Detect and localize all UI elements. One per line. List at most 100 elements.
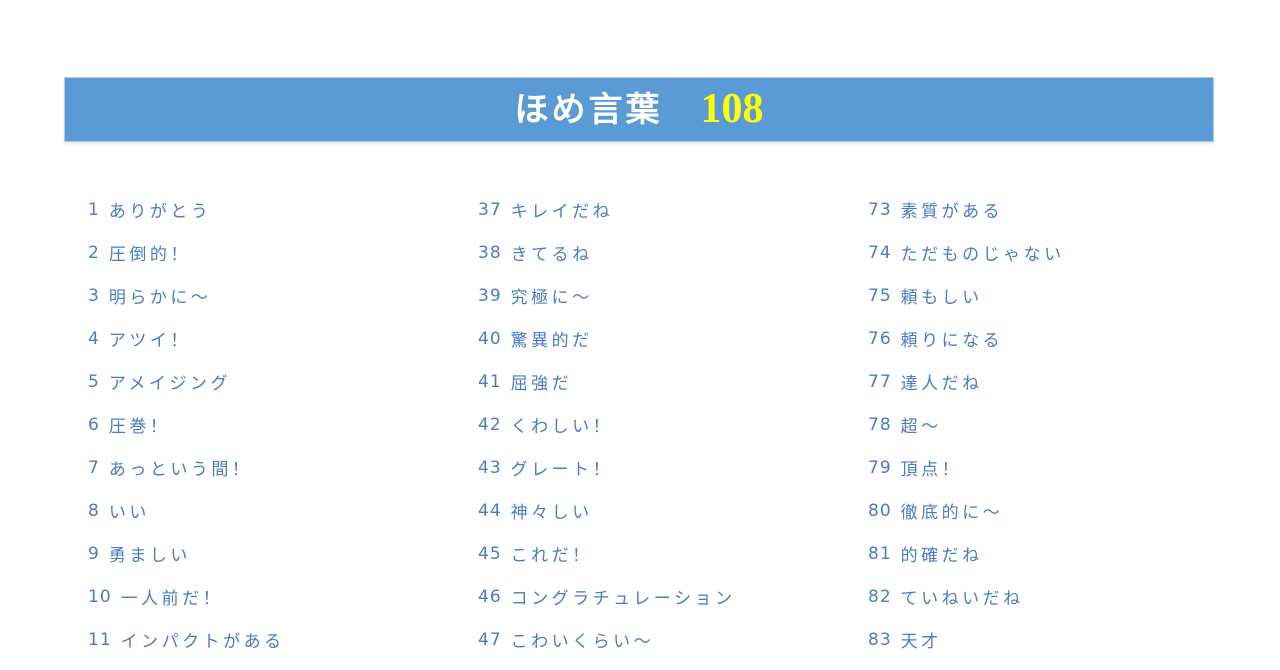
list-item: 42 くわしい！ xyxy=(478,403,858,446)
item-text: くわしい！ xyxy=(510,417,614,437)
list-item: 8 いい xyxy=(88,489,468,532)
list-item: 11 インパクトがある xyxy=(88,618,468,661)
item-number: 43 xyxy=(478,457,502,478)
item-number: 4 xyxy=(88,328,100,349)
item-text: 素質がある xyxy=(900,202,1004,222)
item-number: 42 xyxy=(478,414,502,435)
item-number: 7 xyxy=(88,457,100,478)
item-number: 39 xyxy=(478,285,502,306)
item-text: 的確だね xyxy=(900,546,983,566)
list-item: 76 頼りになる xyxy=(868,317,1268,360)
list-item: 39 究極に～ xyxy=(478,274,858,317)
list-item: 41 屈強だ xyxy=(478,360,858,403)
item-text: キレイだね xyxy=(510,202,614,222)
item-number: 45 xyxy=(478,543,502,564)
item-text: これだ！ xyxy=(510,546,593,566)
item-number: 38 xyxy=(478,242,502,263)
item-number: 44 xyxy=(478,500,502,521)
item-number: 10 xyxy=(88,586,112,607)
list-item: 83 天才 xyxy=(868,618,1268,661)
item-number: 40 xyxy=(478,328,502,349)
item-text: ていねいだね xyxy=(900,589,1024,609)
item-text: あっという間！ xyxy=(108,460,253,480)
list-item: 45 これだ！ xyxy=(478,532,858,575)
item-text: 頼もしい xyxy=(900,288,983,308)
item-number: 81 xyxy=(868,543,892,564)
item-number: 3 xyxy=(88,285,100,306)
page-title: ほめ言葉 xyxy=(514,89,663,130)
item-text: ありがとう xyxy=(108,202,212,222)
item-number: 75 xyxy=(868,285,892,306)
item-text: インパクトがある xyxy=(120,632,285,652)
item-text: 頼りになる xyxy=(900,331,1004,351)
list-item: 3 明らかに～ xyxy=(88,274,468,317)
item-number: 73 xyxy=(868,199,892,220)
item-number: 37 xyxy=(478,199,502,220)
item-text: 圧倒的！ xyxy=(108,245,191,265)
item-text: 頂点！ xyxy=(900,460,963,480)
item-number: 83 xyxy=(868,629,892,650)
item-number: 46 xyxy=(478,586,502,607)
list-item: 44 神々しい xyxy=(478,489,858,532)
title-count: 108 xyxy=(700,85,764,132)
item-number: 8 xyxy=(88,500,100,521)
item-number: 77 xyxy=(868,371,892,392)
list-item: 40 驚異的だ xyxy=(478,317,858,360)
list-item: 37 キレイだね xyxy=(478,188,858,231)
item-number: 5 xyxy=(88,371,100,392)
item-text: アメイジング xyxy=(108,374,231,394)
item-text: 神々しい xyxy=(510,503,593,523)
list-item: 77 達人だね xyxy=(868,360,1268,403)
list-item: 43 グレート！ xyxy=(478,446,858,489)
list-item: 5 アメイジング xyxy=(88,360,468,403)
item-text: こわいくらい～ xyxy=(510,632,655,652)
list-item: 1 ありがとう xyxy=(88,188,468,231)
list-item: 74 ただものじゃない xyxy=(868,231,1268,274)
phrase-column: 73 素質がある 74 ただものじゃない 75 頼もしい 76 頼りになる 77 達人だね 78 超～… xyxy=(868,188,1268,661)
item-number: 79 xyxy=(868,457,892,478)
item-text: 超～ xyxy=(900,417,942,437)
item-text: 天才 xyxy=(900,632,942,652)
item-text: ただものじゃない xyxy=(900,245,1065,265)
phrase-column: 37 キレイだね 38 きてるね 39 究極に～ 40 驚異的だ 41 屈強だ 42 くわしい！ 43 グ… xyxy=(478,188,858,661)
list-item: 7 あっという間！ xyxy=(88,446,468,489)
item-number: 2 xyxy=(88,242,100,263)
item-number: 74 xyxy=(868,242,892,263)
item-text: 明らかに～ xyxy=(108,288,212,308)
item-number: 47 xyxy=(478,629,502,650)
item-number: 1 xyxy=(88,199,100,220)
title-banner: ほめ言葉 108 xyxy=(64,77,1214,142)
item-number: 80 xyxy=(868,500,892,521)
item-number: 11 xyxy=(88,629,112,650)
item-text: 達人だね xyxy=(900,374,983,394)
list-item: 79 頂点！ xyxy=(868,446,1268,489)
list-item: 38 きてるね xyxy=(478,231,858,274)
item-text: 徹底的に～ xyxy=(900,503,1004,523)
item-text: きてるね xyxy=(510,245,593,265)
item-text: コングラチュレーション xyxy=(510,589,736,609)
item-number: 78 xyxy=(868,414,892,435)
list-item: 9 勇ましい xyxy=(88,532,468,575)
list-item: 47 こわいくらい～ xyxy=(478,618,858,661)
item-number: 82 xyxy=(868,586,892,607)
item-number: 6 xyxy=(88,414,100,435)
item-number: 9 xyxy=(88,543,100,564)
item-text: グレート！ xyxy=(510,460,614,480)
item-text: アツイ！ xyxy=(108,331,191,351)
item-number: 41 xyxy=(478,371,502,392)
list-item: 6 圧巻！ xyxy=(88,403,468,446)
item-text: 屈強だ xyxy=(510,374,573,394)
phrase-column: 1 ありがとう 2 圧倒的！ 3 明らかに～ 4 アツイ！ 5 アメイジング 6 圧巻！ 7 あっという間… xyxy=(88,188,468,661)
item-text: 圧巻！ xyxy=(108,417,171,437)
item-text: 驚異的だ xyxy=(510,331,593,351)
item-text: 勇ましい xyxy=(108,546,191,566)
item-text: 究極に～ xyxy=(510,288,593,308)
item-text: 一人前だ！ xyxy=(120,589,224,609)
list-item: 4 アツイ！ xyxy=(88,317,468,360)
item-text: いい xyxy=(108,503,150,523)
list-item: 78 超～ xyxy=(868,403,1268,446)
list-item: 75 頼もしい xyxy=(868,274,1268,317)
list-item: 46 コングラチュレーション xyxy=(478,575,858,618)
item-number: 76 xyxy=(868,328,892,349)
